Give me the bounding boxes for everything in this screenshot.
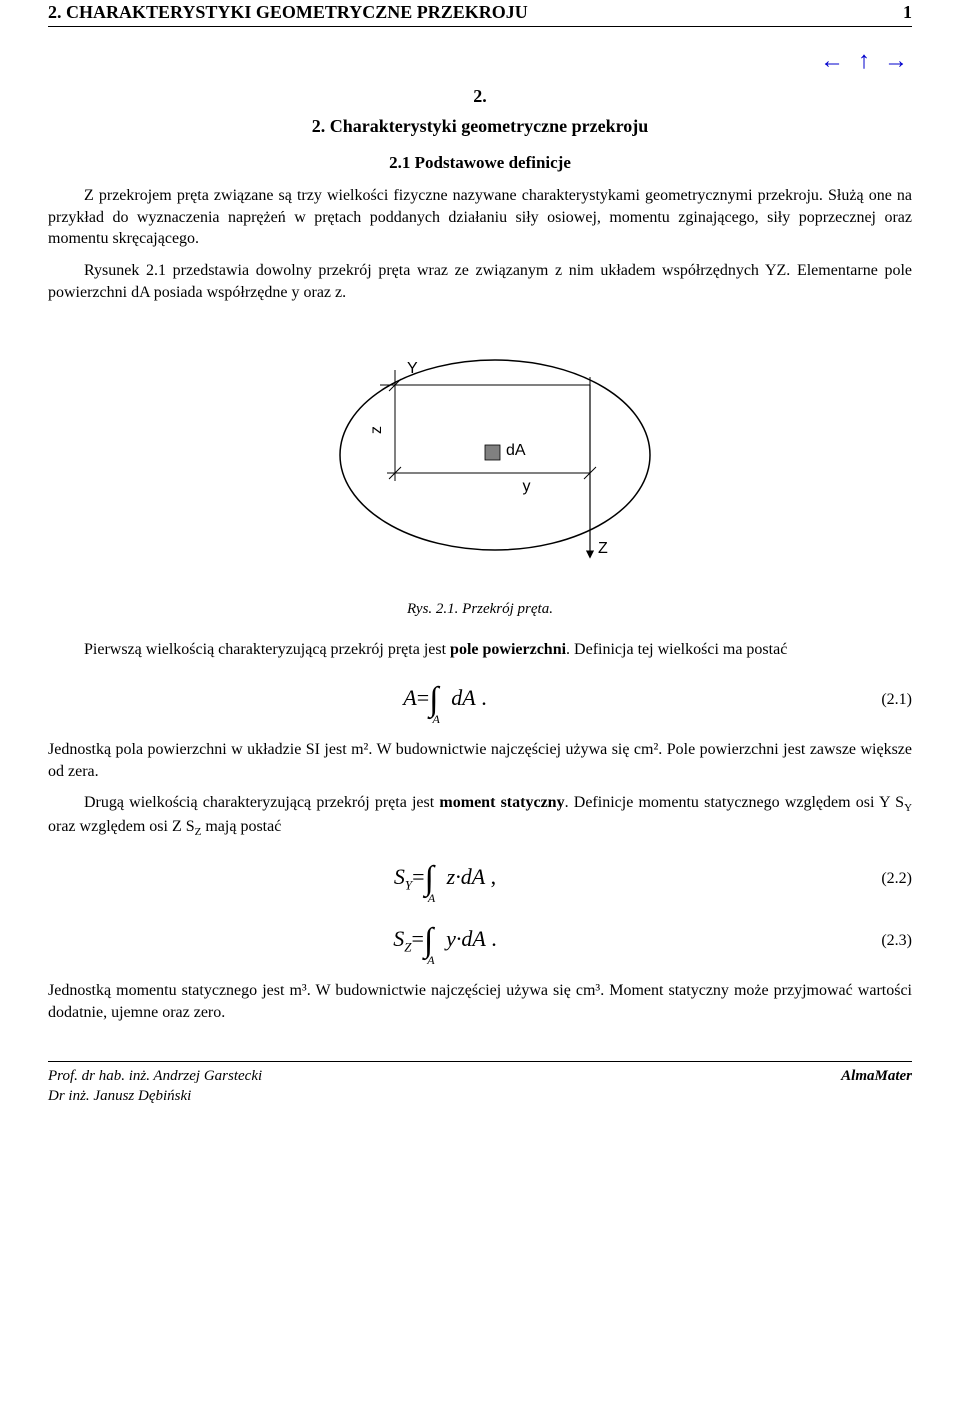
paragraph-4: Jednostką pola powierzchni w układzie SI… (48, 739, 912, 782)
eq3-rhs: y·dA (446, 926, 486, 951)
header-page-number: 1 (903, 0, 912, 24)
figure-caption: Rys. 2.1. Przekrój pręta. (48, 599, 912, 619)
paragraph-6: Jednostką momentu statycznego jest m³. W… (48, 980, 912, 1023)
eq1-num: (2.1) (842, 689, 912, 711)
eq3-tail: . (486, 926, 497, 951)
equation-2-1: A=∫A dA . (2.1) (48, 677, 912, 723)
eq2-sub: A (428, 891, 435, 905)
header-title: 2. CHARAKTERYSTYKI GEOMETRYCZNE PRZEKROJ… (48, 0, 528, 24)
equation-2-3: SZ=∫A y·dA . (2.3) (48, 918, 912, 964)
p5-subY: Y (904, 802, 912, 814)
eq2-rhs: z·dA (447, 864, 486, 889)
eq2-tail: , (485, 864, 496, 889)
paragraph-1: Z przekrojem pręta związane są trzy wiel… (48, 185, 912, 250)
eq1-eq: = (417, 685, 429, 710)
footer-author-2: Dr inż. Janusz Dębiński (48, 1086, 262, 1106)
eq2-lhs: S (394, 864, 405, 889)
page-header: 2. CHARAKTERYSTYKI GEOMETRYCZNE PRZEKROJ… (48, 0, 912, 27)
eq2-lhs-sub: Y (405, 878, 412, 893)
p3-b: pole powierzchni (450, 641, 566, 658)
svg-text:Z: Z (598, 540, 608, 557)
p5-e: mają postać (201, 818, 281, 835)
p5-c: . Definicje momentu statycznego względem… (565, 794, 905, 811)
eq3-body: SZ=∫A y·dA . (48, 918, 842, 964)
paragraph-3: Pierwszą wielkością charakteryzującą prz… (48, 639, 912, 661)
paragraph-5: Drugą wielkością charakteryzującą przekr… (48, 792, 912, 840)
p5-d: oraz względem osi Z S (48, 818, 195, 835)
svg-text:dA: dA (506, 442, 526, 459)
eq2-num: (2.2) (842, 868, 912, 890)
chapter-number: 2. (48, 84, 912, 108)
eq1-tail: . (476, 685, 487, 710)
p5-a: Drugą wielkością charakteryzującą przekr… (84, 794, 439, 811)
eq3-num: (2.3) (842, 930, 912, 952)
footer-author-1: Prof. dr hab. inż. Andrzej Garstecki (48, 1066, 262, 1086)
p5-b: moment statyczny (439, 794, 564, 811)
paragraph-2: Rysunek 2.1 przedstawia dowolny przekrój… (48, 260, 912, 303)
eq1-body: A=∫A dA . (48, 677, 842, 723)
p3-a: Pierwszą wielkością charakteryzującą prz… (84, 641, 450, 658)
eq3-lhs: S (393, 926, 404, 951)
eq1-lhs: A (403, 685, 416, 710)
svg-text:z: z (368, 426, 385, 434)
page-footer: Prof. dr hab. inż. Andrzej Garstecki Dr … (48, 1061, 912, 1107)
figure-svg: Y Zz y dA (300, 325, 660, 585)
footer-right: AlmaMater (841, 1066, 912, 1086)
chapter-title: 2. Charakterystyki geometryczne przekroj… (48, 114, 912, 138)
footer-authors: Prof. dr hab. inż. Andrzej Garstecki Dr … (48, 1066, 262, 1107)
eq1-rhs: dA (451, 685, 475, 710)
eq2-body: SY=∫A z·dA , (48, 856, 842, 902)
nav-arrows[interactable]: ← ↑ → (48, 45, 912, 77)
svg-text:y: y (523, 478, 531, 495)
p3-c: . Definicja tej wielkości ma postać (566, 641, 787, 658)
eq2-eq: = (412, 864, 424, 889)
eq1-sub: A (432, 712, 439, 726)
figure-2-1: Y Zz y dA (48, 325, 912, 585)
eq3-sub: A (427, 953, 434, 967)
equation-2-2: SY=∫A z·dA , (2.2) (48, 856, 912, 902)
eq3-eq: = (411, 926, 423, 951)
section-title: 2.1 Podstawowe definicje (48, 152, 912, 175)
svg-text:Y: Y (407, 360, 418, 377)
